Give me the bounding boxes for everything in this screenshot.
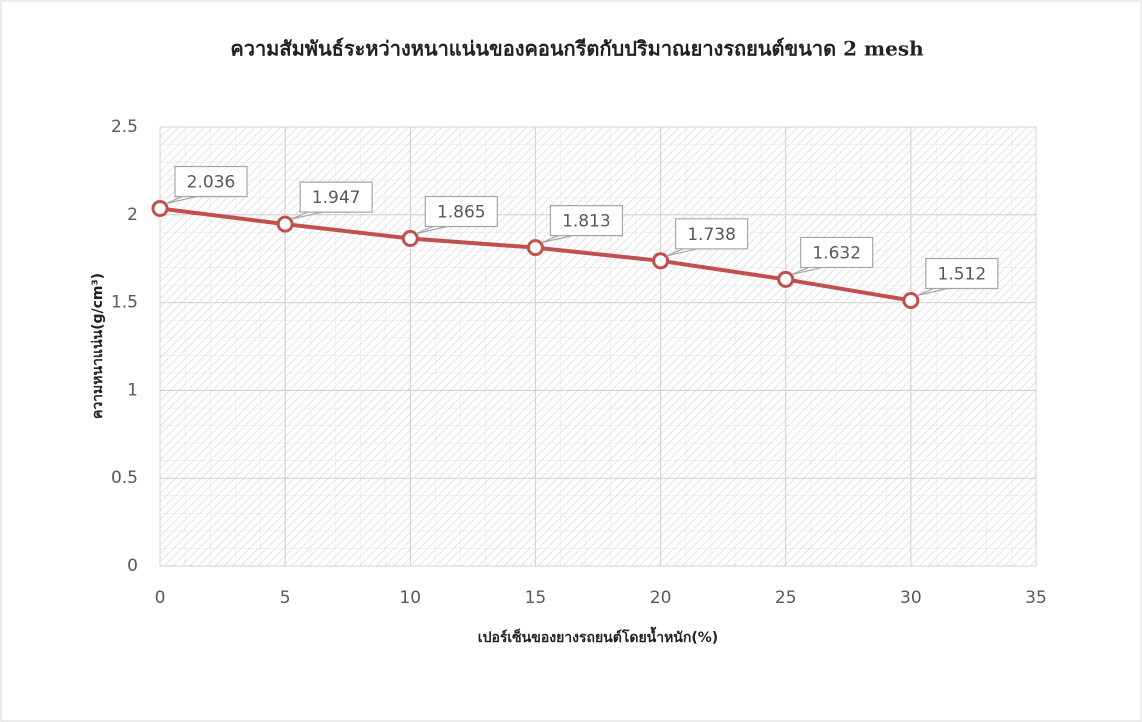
y-tick-label: 2: [127, 205, 138, 225]
y-tick-label: 1.5: [111, 293, 138, 313]
data-label: 2.036: [187, 172, 236, 192]
label-callout: [666, 218, 749, 257]
chart-title: ความสัมพันธ์ระหว่างหนาแน่นของคอนกรีตกับป…: [230, 37, 924, 61]
data-label: 1.738: [687, 225, 736, 245]
label-callout: [290, 181, 373, 220]
y-axis-label: ความหนาแน่น(g/cm³): [90, 273, 106, 419]
x-tick-label: 15: [525, 588, 547, 608]
y-tick-label: 0.5: [111, 468, 138, 488]
y-tick-label: 2.5: [111, 117, 138, 137]
data-label: 1.947: [312, 188, 361, 208]
label-callout: [791, 236, 874, 276]
x-tick-label: 35: [1025, 588, 1047, 608]
label-callout: [416, 195, 498, 235]
data-point: [401, 230, 419, 248]
x-axis-label: เปอร์เซ็นของยางรถยนต์โดยน้ำหนัก(%): [478, 626, 718, 646]
label-callout: [541, 205, 624, 244]
x-tick-label: 5: [280, 588, 291, 608]
data-point: [526, 239, 544, 257]
x-tick-label: 10: [399, 588, 421, 608]
data-point: [902, 291, 920, 309]
label-callout: [916, 257, 999, 297]
data-label: 1.813: [562, 212, 611, 232]
y-tick-label: 1: [127, 380, 138, 400]
data-label: 1.865: [437, 203, 486, 223]
minor-grid: [160, 127, 1036, 566]
data-label: 1.512: [938, 264, 987, 284]
data-point: [777, 270, 795, 288]
data-point: [652, 252, 670, 270]
x-tick-label: 25: [775, 588, 797, 608]
data-point: [151, 199, 169, 217]
label-callout: [165, 165, 248, 205]
data-label: 1.632: [812, 243, 861, 263]
x-tick-label: 20: [650, 588, 672, 608]
x-tick-label: 0: [155, 588, 166, 608]
y-tick-label: 0: [127, 556, 138, 576]
data-point: [276, 215, 294, 233]
x-tick-label: 30: [900, 588, 922, 608]
